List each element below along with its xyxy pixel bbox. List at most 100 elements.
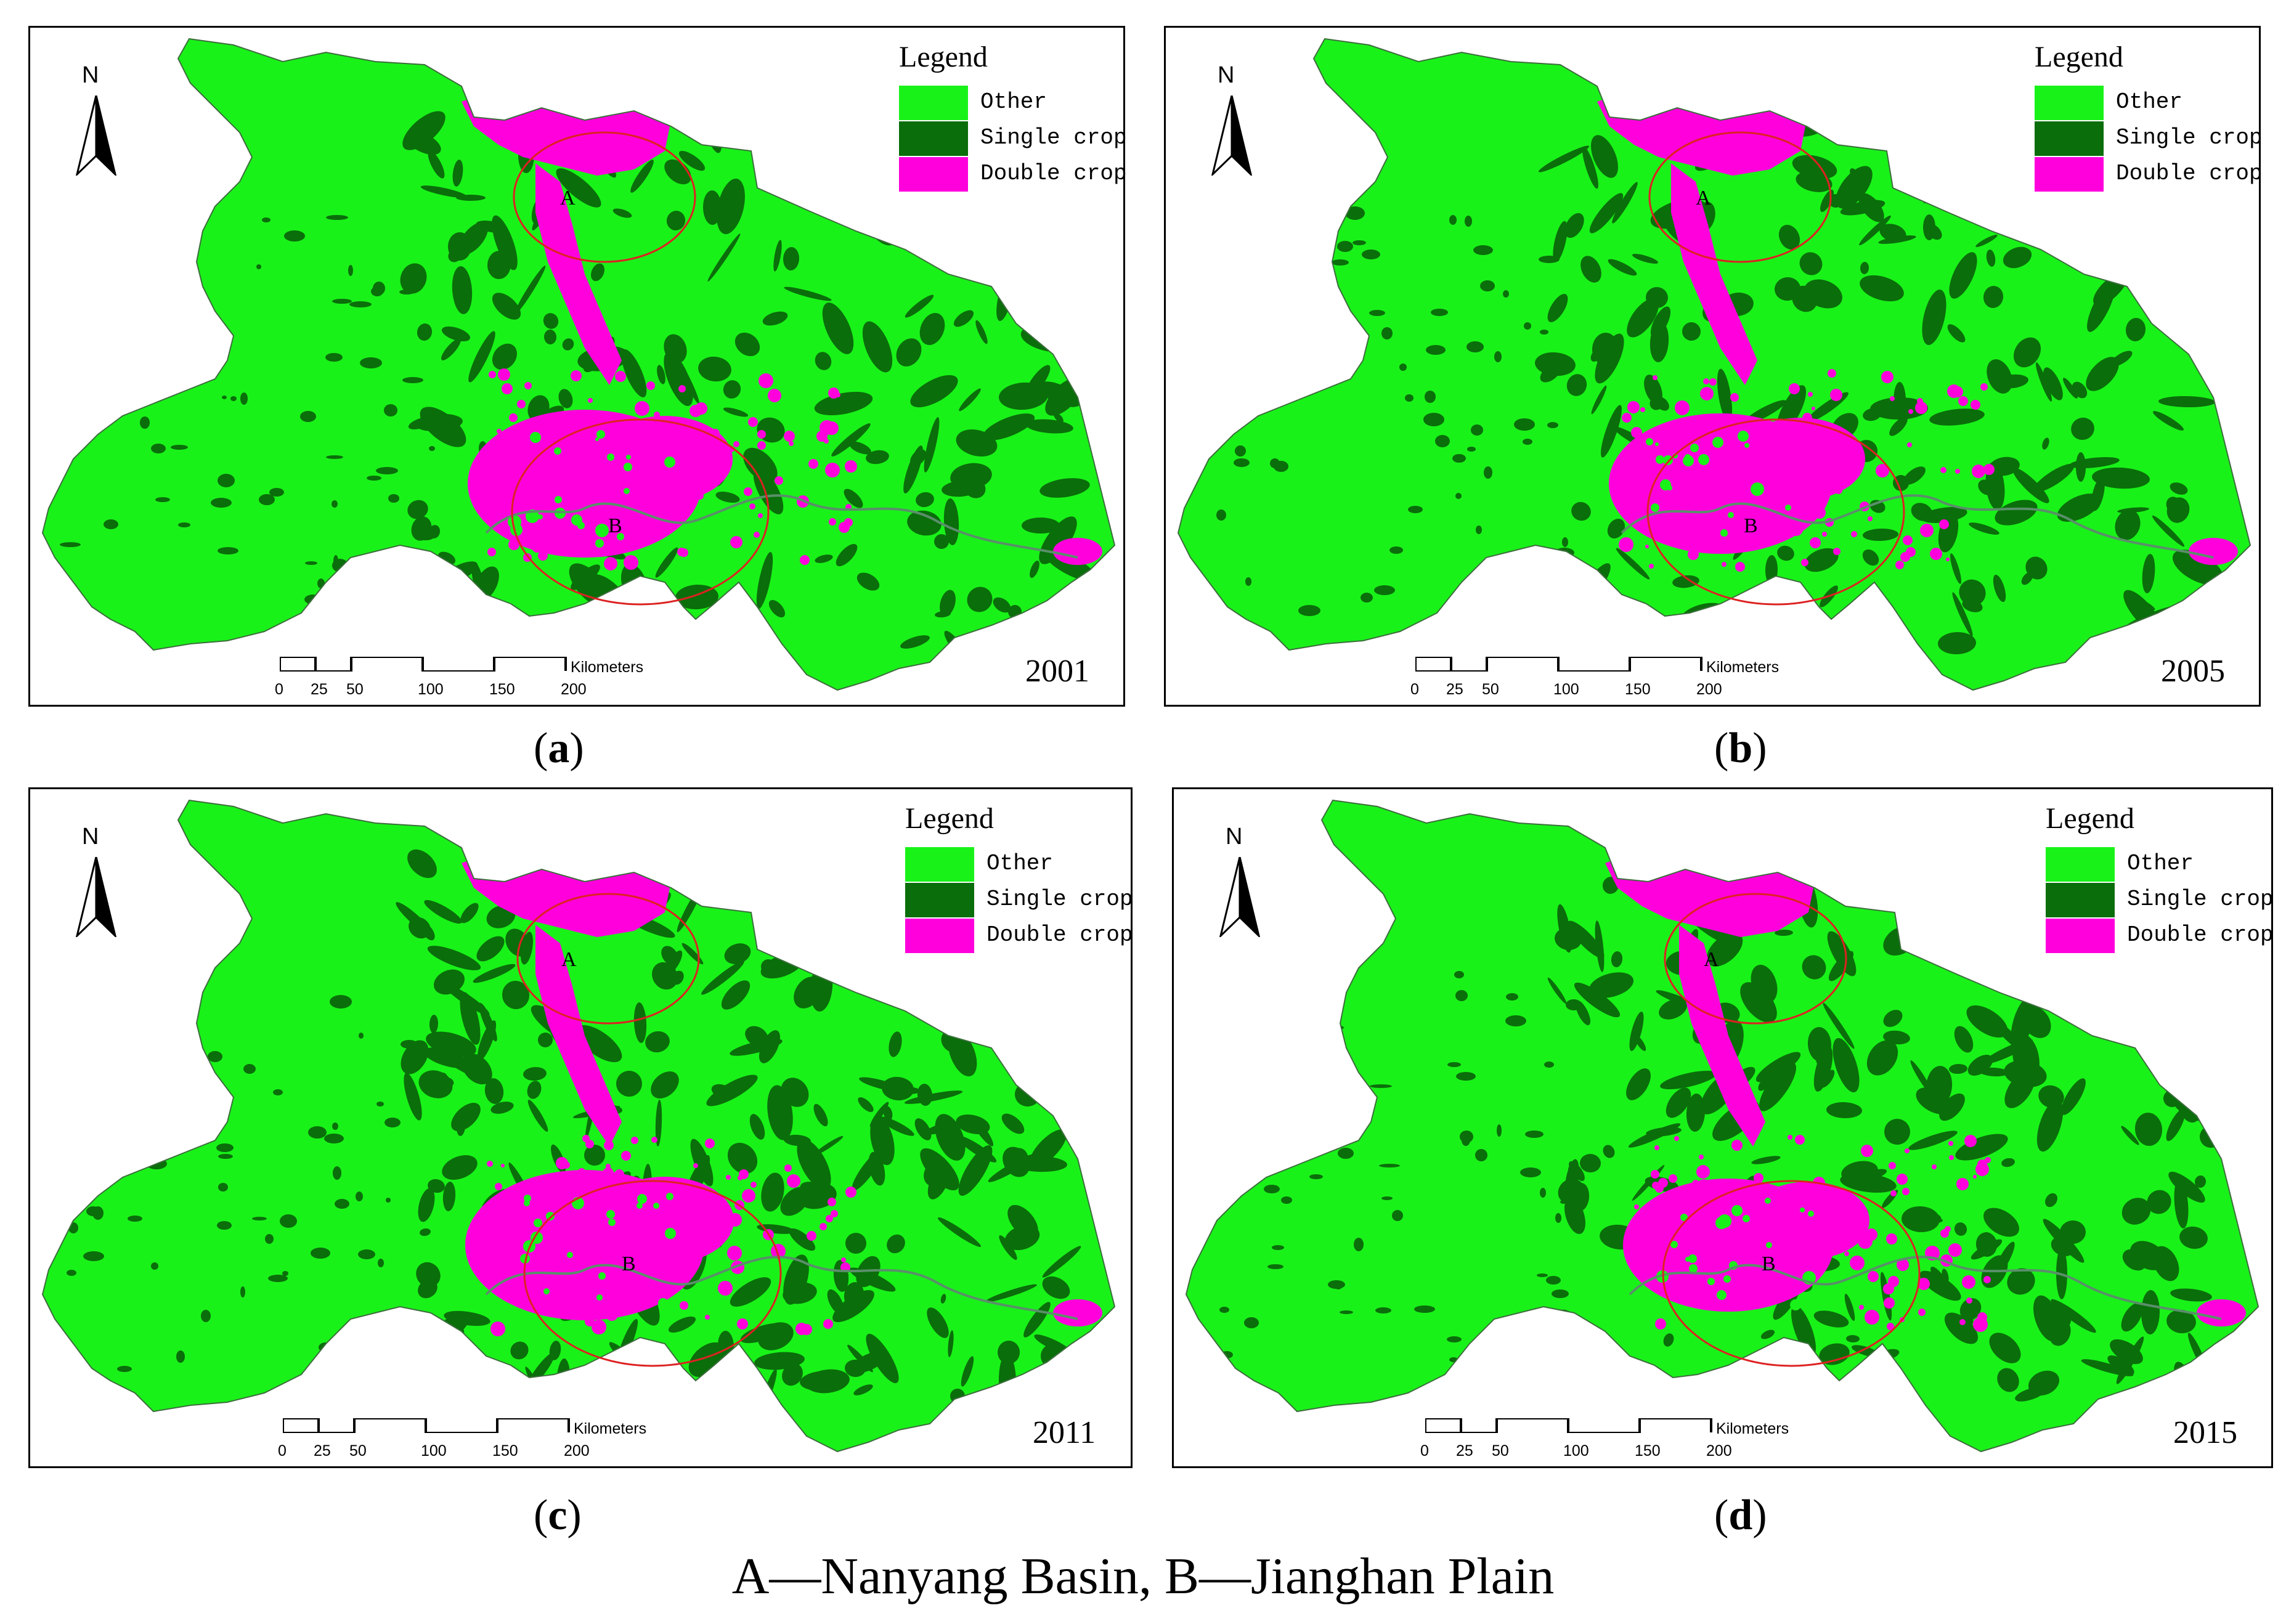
scale-tick-label: 50: [349, 1442, 367, 1460]
scale-tick-label: 200: [1696, 681, 1722, 698]
figure-footer: A—Nanyang Basin, B—Jianghan Plain: [731, 1548, 1555, 1605]
legend-swatch-single-crop: [2035, 121, 2104, 156]
scale-tick-label: 150: [1625, 681, 1651, 698]
caption-letter: a: [548, 725, 570, 772]
region-outline-b: [511, 418, 770, 606]
scale-bar: 0 25 50 100 150 200 Kilometers: [275, 650, 643, 705]
north-arrow-icon: [1219, 857, 1261, 937]
scale-tick-label: 150: [1635, 1442, 1661, 1460]
legend-swatch-other: [2035, 86, 2104, 120]
scale-tick-label: 0: [1420, 1442, 1429, 1460]
region-label-b: B: [608, 514, 622, 537]
province-map: [41, 38, 1116, 691]
map-panel-2001: N Legend Other Single crop Double crop 0…: [28, 26, 1127, 707]
north-arrow-icon: [1211, 95, 1253, 176]
region-outline-b: [1662, 1180, 1921, 1367]
province-map: [41, 799, 1116, 1453]
legend-swatch-single-crop: [899, 121, 968, 156]
scale-bar: 0 25 50 100 150 200 Kilometers: [1420, 1411, 1789, 1467]
legend-swatch-other: [905, 847, 974, 882]
scale-unit-label: Kilometers: [1716, 1420, 1789, 1437]
legend-swatch-double-crop: [905, 919, 974, 953]
province-map: [1177, 38, 2251, 691]
north-arrow: N: [75, 824, 124, 944]
north-arrow: N: [1210, 62, 1259, 183]
region-label-b: B: [1744, 514, 1758, 537]
region-label-a: A: [1696, 187, 1711, 209]
legend-title: Legend: [2046, 802, 2134, 835]
north-label: N: [1218, 62, 1235, 88]
scale-bar-graphic: [283, 1418, 570, 1433]
caption-letter: d: [1728, 1492, 1753, 1539]
river-line: [485, 1256, 1078, 1320]
legend: Legend Other Single crop Double crop: [905, 802, 1133, 986]
legend-label-other: Other: [980, 89, 1047, 115]
legend-title: Legend: [2035, 41, 2123, 73]
scale-tick-label: 50: [1492, 1442, 1509, 1460]
scale-tick-label: 100: [421, 1442, 447, 1460]
year-label: 2015: [2173, 1415, 2237, 1450]
panel-caption-a: (a): [534, 724, 584, 773]
legend-title: Legend: [899, 41, 988, 73]
scale-tick-label: 100: [1563, 1442, 1589, 1460]
scale-unit-label: Kilometers: [1706, 659, 1780, 676]
panel-caption-d: (d): [1714, 1491, 1767, 1540]
river-line: [1629, 1256, 2222, 1320]
caption-close: ): [1752, 725, 1767, 772]
scale-bar-graphic: [1425, 1418, 1712, 1433]
scale-tick-label: 25: [1456, 1442, 1473, 1460]
caption-close: ): [567, 1492, 582, 1539]
scale-bar: 0 25 50 100 150 200 Kilometers: [278, 1411, 646, 1467]
scale-tick-label: 0: [275, 681, 283, 698]
region-label-a: A: [561, 948, 577, 971]
scale-tick-label: 25: [314, 1442, 331, 1460]
panel-caption-c: (c): [534, 1491, 582, 1540]
caption-open: (: [534, 1492, 548, 1539]
scale-tick-label: 25: [1446, 681, 1463, 698]
caption-letter: b: [1728, 725, 1753, 772]
north-label: N: [82, 62, 99, 88]
region-outline-a: [1664, 893, 1847, 1025]
scale-tick-label: 25: [311, 681, 328, 698]
north-arrow: N: [1218, 824, 1267, 944]
legend-label-single-crop: Single crop: [986, 887, 1133, 912]
legend-label-double-crop: Double crop: [2116, 161, 2263, 186]
legend-swatch-double-crop: [2035, 157, 2104, 192]
map-panel-2011: N Legend Other Single crop Double crop 0…: [28, 787, 1133, 1468]
scale-tick-label: 100: [1553, 681, 1579, 698]
scale-tick-label: 50: [346, 681, 364, 698]
legend-label-double-crop: Double crop: [2127, 922, 2274, 948]
map-panel-2005: N Legend Other Single crop Double crop 0…: [1164, 26, 2263, 707]
year-label: 2001: [1025, 654, 1089, 689]
scale-tick-label: 0: [278, 1442, 287, 1460]
caption-letter: c: [548, 1492, 567, 1539]
scale-tick-label: 100: [418, 681, 444, 698]
caption-close: ): [1752, 1492, 1767, 1539]
region-label-a: A: [560, 187, 576, 209]
region-label-a: A: [1704, 948, 1719, 971]
legend-label-double-crop: Double crop: [980, 161, 1127, 186]
scale-bar-graphic: [280, 657, 567, 672]
caption-open: (: [1714, 725, 1729, 772]
region-outline-a: [513, 131, 696, 263]
scale-tick-label: 200: [1706, 1442, 1732, 1460]
scale-bar: 0 25 50 100 150 200 Kilometers: [1410, 650, 1779, 705]
legend-swatch-other: [899, 86, 968, 120]
year-label: 2005: [2161, 654, 2225, 689]
map-panel-2015: N Legend Other Single crop Double crop 0…: [1172, 787, 2274, 1468]
north-arrow-icon: [75, 857, 117, 937]
north-label: N: [1226, 824, 1243, 850]
legend-swatch-single-crop: [2046, 883, 2115, 917]
legend-label-other: Other: [986, 851, 1054, 876]
north-arrow-icon: [75, 95, 117, 176]
caption-open: (: [1714, 1492, 1729, 1539]
caption-open: (: [534, 725, 548, 772]
legend-label-other: Other: [2127, 851, 2194, 876]
legend-swatch-double-crop: [899, 157, 968, 192]
legend-label-single-crop: Single crop: [980, 125, 1127, 150]
double-crop-areas: [1597, 86, 2238, 572]
caption-close: ): [569, 725, 584, 772]
region-outline-a: [516, 893, 700, 1025]
legend-label-single-crop: Single crop: [2127, 887, 2274, 912]
region-label-b: B: [622, 1253, 636, 1275]
